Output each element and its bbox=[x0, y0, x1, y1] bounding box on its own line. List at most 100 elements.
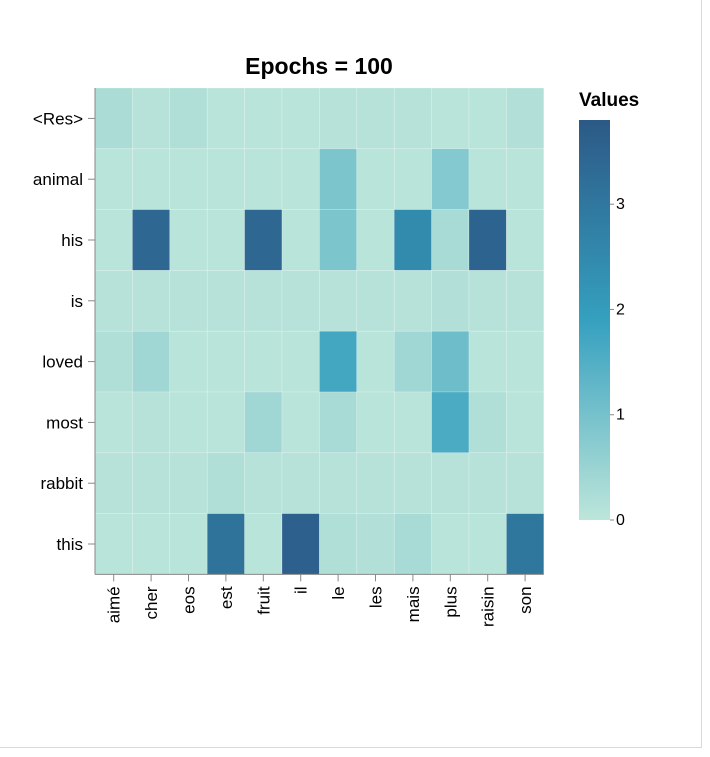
heatmap-cell bbox=[206, 209, 245, 271]
x-axis: aimé cher eos est fruit il le les mais plus raisin… bbox=[95, 573, 544, 627]
x-tick-label: les bbox=[367, 586, 386, 608]
heatmap-cell bbox=[468, 87, 507, 150]
y-tick-label: is bbox=[71, 292, 83, 311]
heatmap-cell bbox=[169, 452, 208, 514]
heatmap-cell bbox=[393, 330, 432, 393]
heatmap-cell bbox=[393, 209, 432, 271]
heatmap-cell bbox=[132, 391, 171, 454]
heatmap-cell bbox=[132, 513, 171, 575]
heatmap-cell bbox=[132, 148, 171, 210]
x-tick-label: fruit bbox=[254, 586, 273, 615]
heatmap-cell bbox=[393, 270, 432, 332]
heatmap-cell bbox=[281, 270, 320, 332]
y-tick-label: his bbox=[61, 231, 83, 250]
heatmap-cell bbox=[506, 209, 545, 271]
heatmap-cell bbox=[244, 391, 283, 454]
heatmap-cell bbox=[468, 452, 507, 514]
x-tick-label: plus bbox=[441, 586, 460, 617]
y-tick-label: most bbox=[46, 413, 83, 432]
heatmap-cell bbox=[206, 391, 245, 454]
heatmap-cell bbox=[244, 270, 283, 332]
heatmap-cell bbox=[132, 87, 171, 150]
heatmap-cell bbox=[206, 87, 245, 150]
heatmap-cell bbox=[169, 330, 208, 393]
heatmap-cell bbox=[393, 87, 432, 150]
heatmap-cell bbox=[132, 270, 171, 332]
heatmap-cell bbox=[431, 513, 470, 575]
heatmap-cell bbox=[132, 452, 171, 514]
heatmap-cell bbox=[356, 148, 395, 210]
heatmap-cell bbox=[169, 391, 208, 454]
heatmap-cell bbox=[319, 87, 358, 150]
heatmap-cell bbox=[319, 270, 358, 332]
x-tick-label: le bbox=[329, 586, 348, 599]
heatmap-cell bbox=[431, 209, 470, 271]
heatmap-cell bbox=[281, 513, 320, 575]
heatmap-cell bbox=[356, 209, 395, 271]
legend-title: Values bbox=[579, 90, 639, 111]
heatmap-cell bbox=[393, 513, 432, 575]
y-tick-label: animal bbox=[33, 170, 83, 189]
heatmap-cell bbox=[319, 148, 358, 210]
color-legend: Values 0 1 2 3 bbox=[579, 90, 639, 529]
heatmap-cell bbox=[206, 330, 245, 393]
heatmap-cell bbox=[244, 513, 283, 575]
heatmap-cell bbox=[506, 270, 545, 332]
heatmap-cell bbox=[468, 148, 507, 210]
heatmap-cell bbox=[206, 513, 245, 575]
heatmap-cell bbox=[169, 209, 208, 271]
heatmap-cell bbox=[431, 452, 470, 514]
heatmap-cell bbox=[356, 391, 395, 454]
heatmap-cell bbox=[244, 209, 283, 271]
heatmap-cell bbox=[356, 87, 395, 150]
x-tick-label: raisin bbox=[479, 586, 498, 627]
heatmap-cell bbox=[94, 209, 133, 271]
y-tick-label: <Res> bbox=[33, 109, 83, 128]
heatmap-cell bbox=[94, 513, 133, 575]
heatmap-cell bbox=[506, 391, 545, 454]
heatmap-cells bbox=[94, 87, 545, 575]
heatmap-cell bbox=[393, 452, 432, 514]
legend-tick-label: 0 bbox=[616, 512, 625, 529]
heatmap-cell bbox=[468, 513, 507, 575]
x-tick-label: mais bbox=[404, 586, 423, 622]
heatmap-cell bbox=[244, 330, 283, 393]
y-tick-label: rabbit bbox=[40, 474, 83, 493]
legend-gradient-bar bbox=[579, 120, 610, 520]
heatmap-cell bbox=[244, 452, 283, 514]
x-tick-label: cher bbox=[142, 586, 161, 619]
legend-tick-label: 3 bbox=[616, 196, 625, 213]
heatmap-cell bbox=[206, 270, 245, 332]
heatmap-cell bbox=[169, 270, 208, 332]
heatmap-cell bbox=[206, 452, 245, 514]
heatmap-cell bbox=[506, 148, 545, 210]
x-tick-label: son bbox=[516, 586, 535, 613]
heatmap-cell bbox=[431, 330, 470, 393]
legend-tick-label: 2 bbox=[616, 301, 625, 318]
heatmap-cell bbox=[94, 391, 133, 454]
heatmap-cell bbox=[356, 513, 395, 575]
x-tick-label: est bbox=[217, 586, 236, 609]
chart-title: Epochs = 100 bbox=[245, 53, 393, 79]
heatmap-cell bbox=[281, 391, 320, 454]
y-tick-label: loved bbox=[42, 353, 83, 372]
heatmap-cell bbox=[169, 87, 208, 150]
heatmap-cell bbox=[94, 87, 133, 150]
heatmap-cell bbox=[506, 330, 545, 393]
heatmap-cell bbox=[356, 330, 395, 393]
heatmap-cell bbox=[356, 270, 395, 332]
heatmap-cell bbox=[431, 270, 470, 332]
heatmap-cell bbox=[206, 148, 245, 210]
heatmap-cell bbox=[468, 391, 507, 454]
y-axis: <Res> animal his is loved most rabbit this bbox=[33, 88, 96, 575]
legend-tick-label: 1 bbox=[616, 407, 625, 424]
heatmap-cell bbox=[281, 209, 320, 271]
heatmap-cell bbox=[468, 209, 507, 271]
heatmap-cell bbox=[94, 148, 133, 210]
heatmap-cell bbox=[94, 330, 133, 393]
y-tick-label: this bbox=[57, 535, 83, 554]
heatmap-cell bbox=[431, 148, 470, 210]
heatmap-cell bbox=[393, 391, 432, 454]
heatmap-cell bbox=[169, 148, 208, 210]
heatmap-cell bbox=[319, 513, 358, 575]
